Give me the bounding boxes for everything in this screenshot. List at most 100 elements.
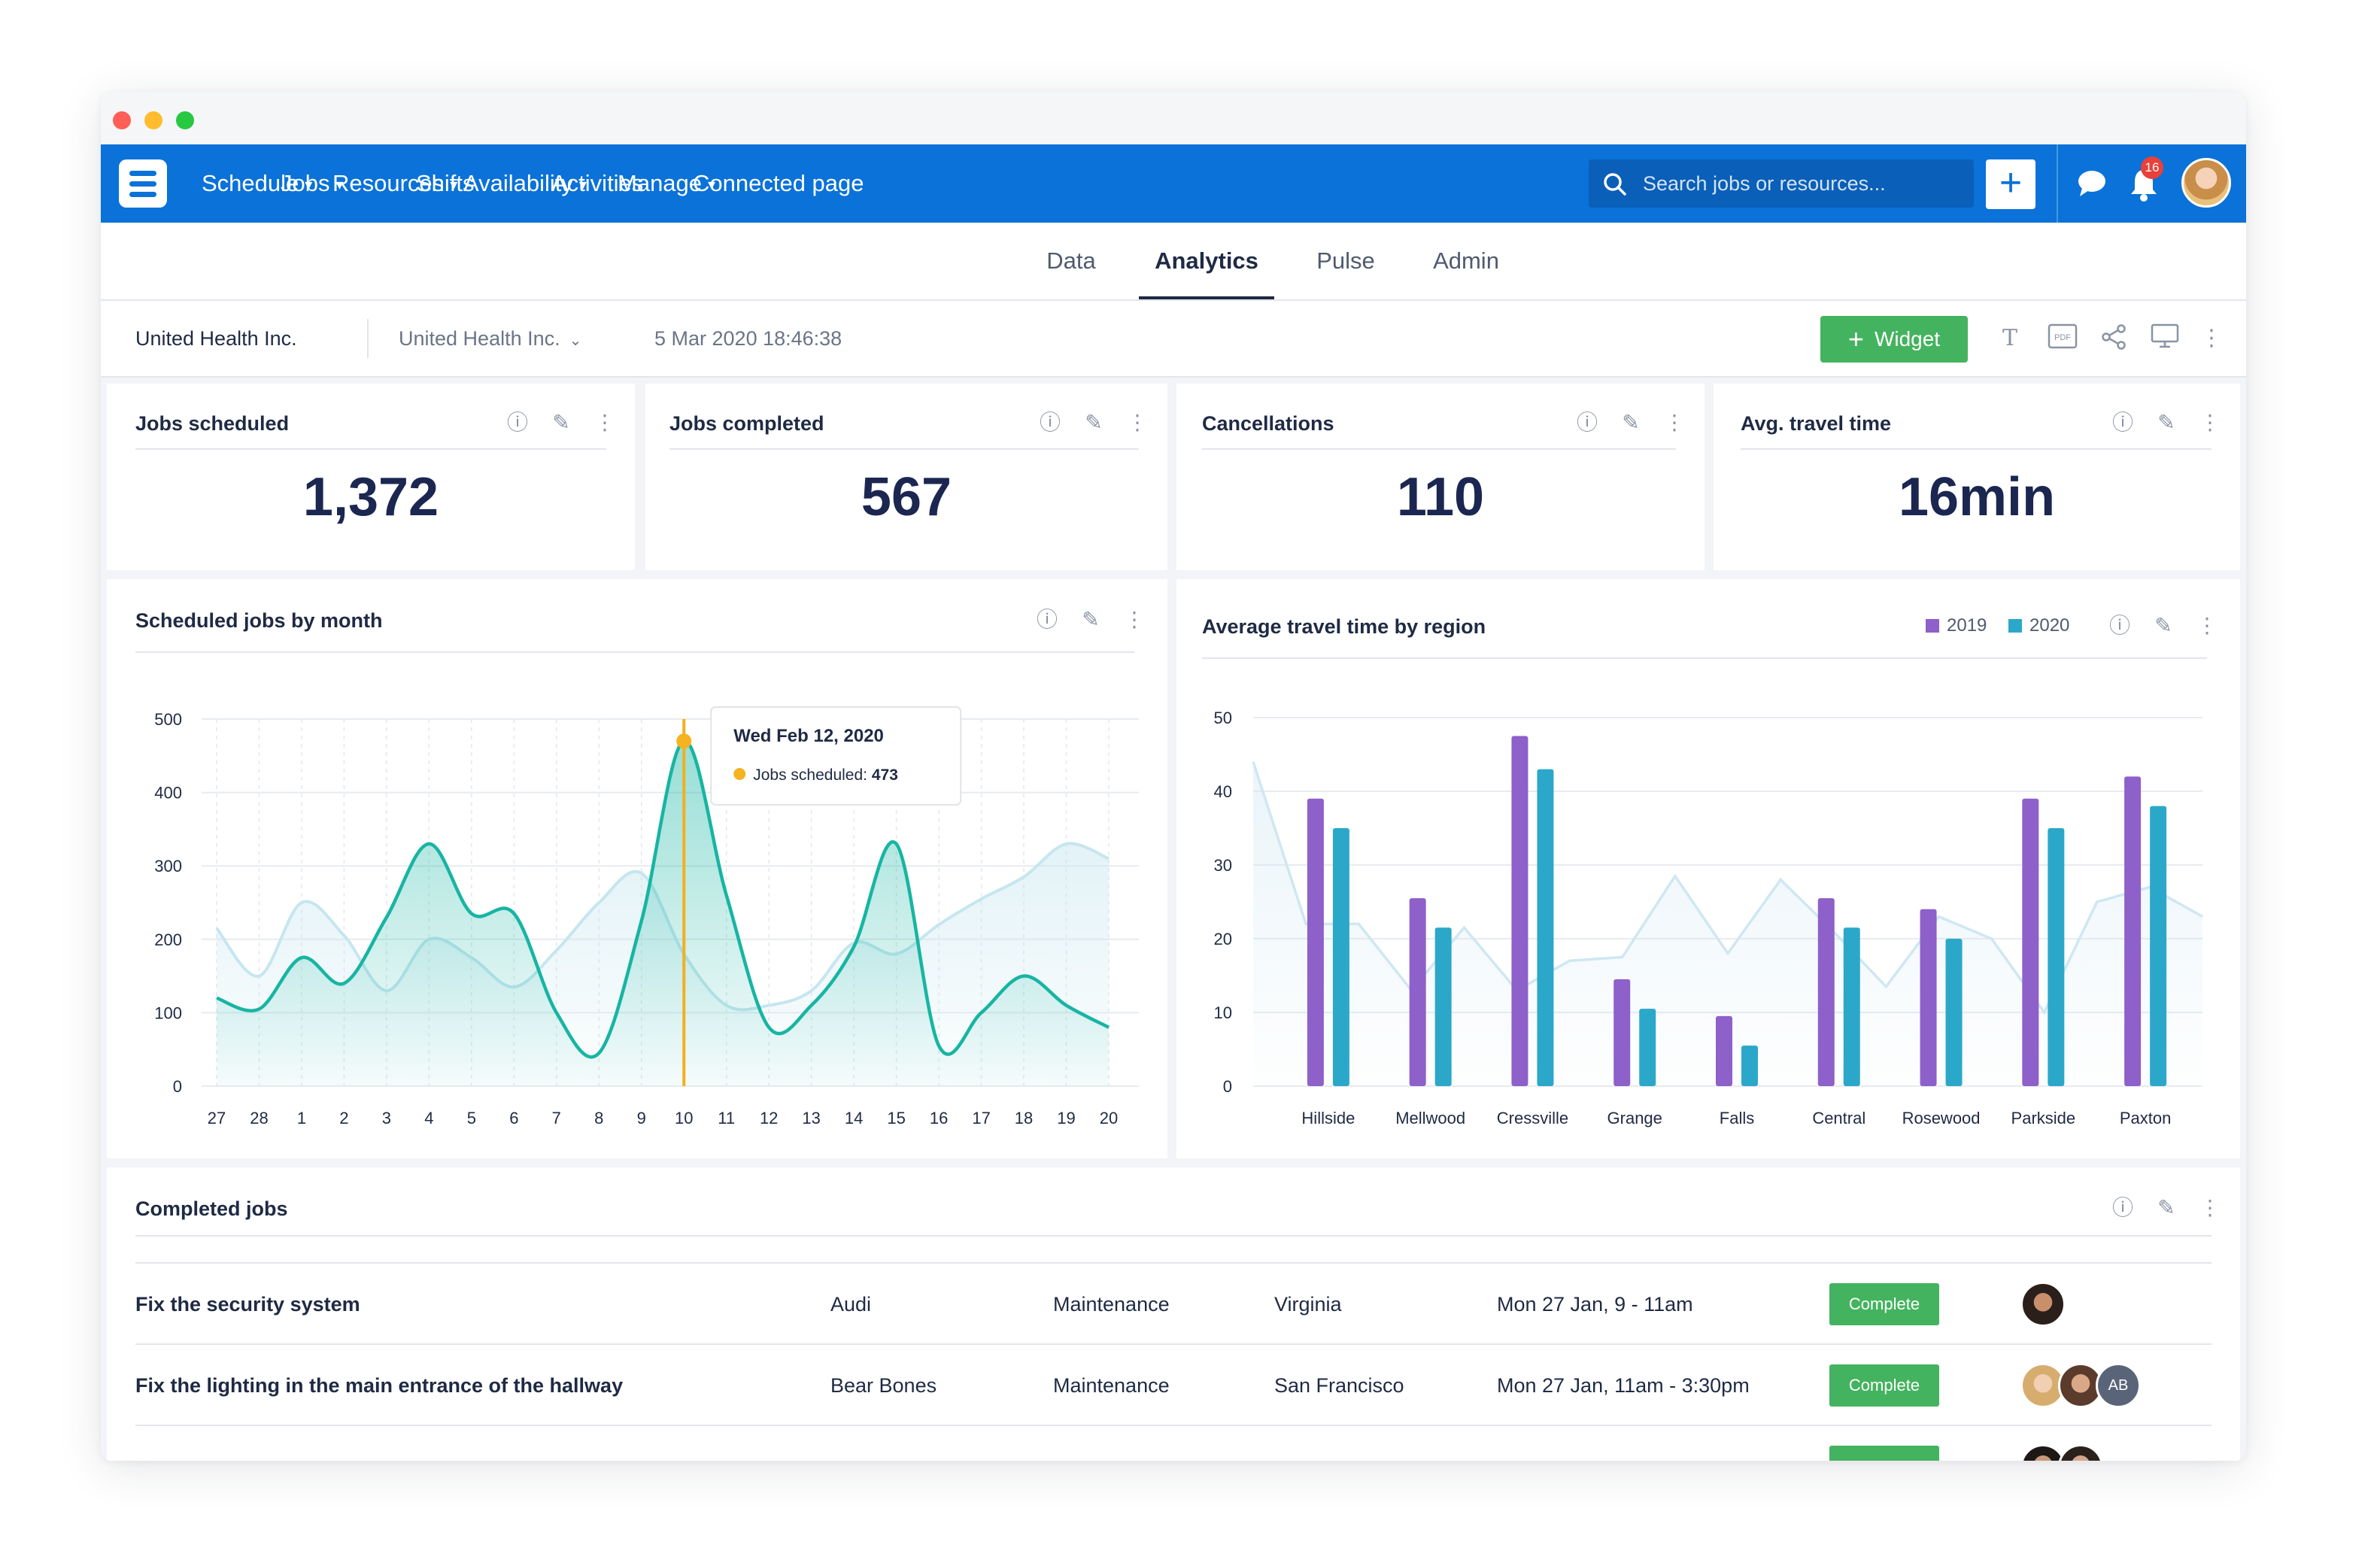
- nav-resources[interactable]: Resources ▾: [332, 144, 457, 223]
- more-icon[interactable]: ⋮: [2199, 1196, 2221, 1219]
- travel-time-chart-card: Average travel time by region 2019 2020 …: [1176, 579, 2240, 1158]
- card-actions: ⓘ ✎ ⋮: [1018, 605, 1149, 635]
- table-row[interactable]: Fix the security system Audi Maintenance…: [135, 1262, 2212, 1345]
- x-tick-label: 16: [930, 1109, 948, 1127]
- edit-icon[interactable]: ✎: [1085, 411, 1103, 434]
- tab-pulse[interactable]: Pulse: [1316, 247, 1375, 274]
- share-icon[interactable]: [2099, 323, 2129, 354]
- x-tick-label: Rosewood: [1902, 1109, 1981, 1127]
- x-tick-label: 27: [208, 1109, 226, 1127]
- add-button[interactable]: +: [1986, 159, 2035, 209]
- info-icon[interactable]: ⓘ: [1576, 411, 1598, 434]
- bar-2020-central: [1843, 927, 1860, 1086]
- y-tick-label: 400: [154, 784, 182, 803]
- search-input[interactable]: Search jobs or resources...: [1589, 159, 1974, 208]
- text-icon[interactable]: T: [2002, 325, 2017, 351]
- edit-icon[interactable]: ✎: [2157, 411, 2175, 434]
- close-window-button[interactable]: [113, 111, 131, 129]
- x-tick-label: 8: [594, 1109, 603, 1127]
- edit-icon[interactable]: ✎: [1622, 411, 1640, 434]
- tab-bar: Data Analytics Pulse Admin: [101, 223, 2246, 301]
- job-client: Bear Bones: [830, 1374, 937, 1397]
- table-row[interactable]: [135, 1425, 2212, 1461]
- series-area: [217, 741, 1109, 1086]
- y-tick-label: 40: [1214, 782, 1232, 801]
- kpi-title: Jobs completed: [669, 412, 824, 435]
- more-icon[interactable]: ⋮: [1127, 411, 1148, 434]
- nav-jobs[interactable]: Jobs ▾: [281, 144, 344, 223]
- x-tick-label: Grange: [1607, 1109, 1662, 1127]
- more-icon[interactable]: ⋮: [2199, 411, 2221, 434]
- chevron-down-icon: ▾: [335, 176, 344, 193]
- info-icon[interactable]: ⓘ: [1039, 411, 1061, 434]
- pdf-icon[interactable]: PDF: [2048, 323, 2078, 354]
- nav-shifts[interactable]: Shifts: [416, 144, 475, 223]
- job-type: Maintenance: [1053, 1293, 1170, 1316]
- nav-manage[interactable]: Manage ▾: [618, 144, 715, 223]
- x-tick-label: 6: [509, 1109, 518, 1127]
- avatar[interactable]: [2020, 1282, 2066, 1327]
- tab-admin[interactable]: Admin: [1433, 247, 1499, 274]
- table-row[interactable]: Fix the lighting in the main entrance of…: [135, 1343, 2212, 1426]
- nav-label: Resources: [332, 170, 445, 196]
- legend-item-2020[interactable]: 2020: [2008, 615, 2069, 636]
- more-icon[interactable]: ⋮: [594, 411, 615, 434]
- chat-icon[interactable]: [2076, 168, 2108, 199]
- bar-2020-parkside: [2048, 828, 2065, 1086]
- nav-activities[interactable]: Activities: [551, 144, 643, 223]
- card-divider: [1202, 657, 2207, 659]
- nav-availability[interactable]: Availability ▾: [463, 144, 587, 223]
- edit-icon[interactable]: ✎: [2154, 614, 2172, 637]
- more-icon[interactable]: ⋮: [2196, 614, 2218, 637]
- info-icon[interactable]: ⓘ: [1036, 608, 1058, 631]
- x-tick-label: Parkside: [2011, 1109, 2076, 1127]
- info-icon[interactable]: ⓘ: [2108, 614, 2130, 637]
- kpi-card-jobs-scheduled: Jobs scheduled ⓘ ✎ ⋮ 1,372: [107, 384, 635, 570]
- nav-connected-page[interactable]: Connected page: [693, 144, 864, 223]
- more-icon[interactable]: ⋮: [1664, 411, 1685, 434]
- kpi-value: 567: [861, 467, 952, 527]
- info-icon[interactable]: ⓘ: [2111, 411, 2133, 434]
- more-icon[interactable]: ⋮: [2200, 326, 2223, 351]
- avatar-initials[interactable]: AB: [2096, 1363, 2141, 1408]
- scheduled-jobs-chart-card: Scheduled jobs by month ⓘ ✎ ⋮ 500 400 300 200…: [107, 579, 1167, 1158]
- tab-analytics[interactable]: Analytics: [1139, 223, 1274, 299]
- user-avatar[interactable]: [2181, 158, 2231, 208]
- tab-data[interactable]: Data: [1046, 247, 1096, 274]
- minimize-window-button[interactable]: [144, 111, 162, 129]
- edit-icon[interactable]: ✎: [2157, 1196, 2175, 1219]
- app-logo-icon[interactable]: [119, 159, 167, 208]
- nav-schedule[interactable]: Schedule ▾: [202, 144, 312, 223]
- status-badge: Complete: [1829, 1364, 1939, 1407]
- maximize-window-button[interactable]: [176, 111, 194, 129]
- legend-label: 2020: [2029, 615, 2070, 636]
- x-tick-label: Hillside: [1301, 1109, 1355, 1127]
- bar-chart[interactable]: 50 40 30 20 10 0 Hillside Mellwood Cressville Gra…: [1176, 662, 2240, 1158]
- more-icon[interactable]: ⋮: [1124, 608, 1145, 631]
- tooltip-value: 473: [872, 766, 898, 784]
- x-tick-label: Paxton: [2120, 1109, 2172, 1127]
- bar-2019-hillside: [1307, 798, 1324, 1086]
- bar-2020-grange: [1639, 1009, 1656, 1086]
- x-tick-label: 1: [297, 1109, 306, 1127]
- x-tick-label: 10: [675, 1109, 693, 1127]
- kpi-card-cancellations: Cancellations ⓘ ✎ ⋮ 110: [1176, 384, 1705, 570]
- edit-icon[interactable]: ✎: [552, 411, 570, 434]
- info-icon[interactable]: ⓘ: [506, 411, 528, 434]
- bar-2019-mellwood: [1409, 898, 1426, 1086]
- org-select[interactable]: United Health Inc. ⌄: [399, 301, 581, 378]
- legend-label: 2019: [1947, 615, 1987, 636]
- org-select-value: United Health Inc.: [399, 327, 560, 350]
- card-actions: ⓘ ✎ ⋮: [1559, 408, 1689, 438]
- monitor-icon[interactable]: [2150, 323, 2180, 354]
- legend-item-2019[interactable]: 2019: [1926, 615, 1987, 636]
- bar-2019-paxton: [2124, 776, 2142, 1086]
- edit-icon[interactable]: ✎: [1082, 608, 1100, 631]
- card-actions: ⓘ ✎ ⋮: [1022, 408, 1152, 438]
- info-icon[interactable]: ⓘ: [2111, 1196, 2133, 1219]
- add-widget-button[interactable]: + Widget: [1820, 316, 1968, 363]
- avatar[interactable]: [2058, 1444, 2103, 1461]
- bar-2019-cressville: [1511, 736, 1528, 1086]
- svg-text:PDF: PDF: [2054, 333, 2071, 342]
